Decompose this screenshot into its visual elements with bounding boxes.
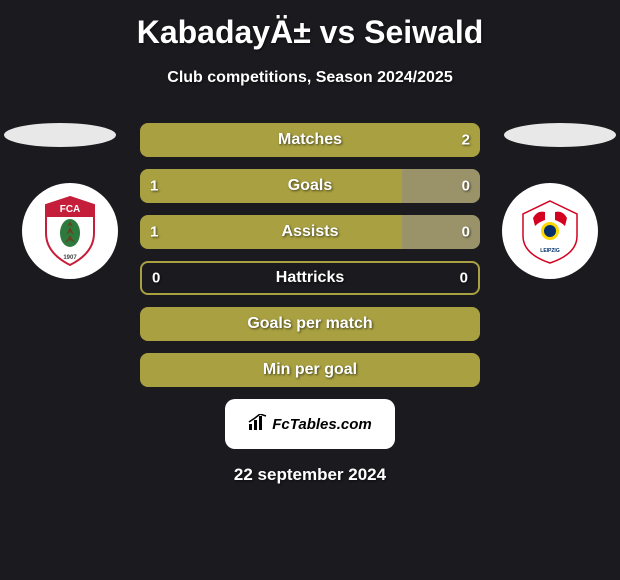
stat-row: Goals per match bbox=[140, 307, 480, 341]
rbl-badge-icon: LEIPZIG bbox=[515, 191, 585, 271]
stat-label: Hattricks bbox=[276, 269, 344, 287]
stat-value-right: 0 bbox=[462, 178, 470, 195]
stat-value-right: 0 bbox=[462, 224, 470, 241]
stat-label: Matches bbox=[278, 131, 342, 149]
stat-fill-left bbox=[140, 215, 402, 249]
brand-badge: FcTables.com bbox=[225, 399, 395, 449]
club-badge-right: LEIPZIG bbox=[502, 183, 598, 279]
club-badge-left: FCA 1907 bbox=[22, 183, 118, 279]
comparison-content: FCA 1907 LEIPZIG Matches 2 1 Goals 0 1 Assists… bbox=[0, 123, 620, 387]
stat-fill-left bbox=[140, 123, 290, 157]
stat-row: 1 Goals 0 bbox=[140, 169, 480, 203]
stat-fill-left bbox=[140, 169, 402, 203]
chart-icon bbox=[248, 414, 268, 434]
stat-value-right: 2 bbox=[462, 132, 470, 149]
stat-label: Goals bbox=[288, 177, 332, 195]
fca-badge-icon: FCA 1907 bbox=[35, 191, 105, 271]
stat-row: 1 Assists 0 bbox=[140, 215, 480, 249]
stat-value-left: 1 bbox=[150, 178, 158, 195]
stat-value-left: 0 bbox=[152, 270, 160, 287]
stat-label: Goals per match bbox=[247, 315, 372, 333]
stat-label: Assists bbox=[282, 223, 339, 241]
stat-label: Min per goal bbox=[263, 361, 357, 379]
stat-value-left: 1 bbox=[150, 224, 158, 241]
svg-text:1907: 1907 bbox=[63, 255, 77, 261]
page-subtitle: Club competitions, Season 2024/2025 bbox=[0, 69, 620, 87]
svg-text:LEIPZIG: LEIPZIG bbox=[540, 248, 560, 254]
player-oval-right bbox=[504, 123, 616, 147]
stats-container: Matches 2 1 Goals 0 1 Assists 0 0 Hattricks 0 Goals… bbox=[140, 123, 480, 387]
page-title: KabadayÄ± vs Seiwald bbox=[0, 0, 620, 51]
brand-text: FcTables.com bbox=[272, 416, 371, 433]
stat-value-right: 0 bbox=[460, 270, 468, 287]
svg-text:FCA: FCA bbox=[60, 204, 81, 215]
stat-row: Min per goal bbox=[140, 353, 480, 387]
player-oval-left bbox=[4, 123, 116, 147]
stat-row: 0 Hattricks 0 bbox=[140, 261, 480, 295]
stat-row: Matches 2 bbox=[140, 123, 480, 157]
footer-date: 22 september 2024 bbox=[0, 465, 620, 485]
